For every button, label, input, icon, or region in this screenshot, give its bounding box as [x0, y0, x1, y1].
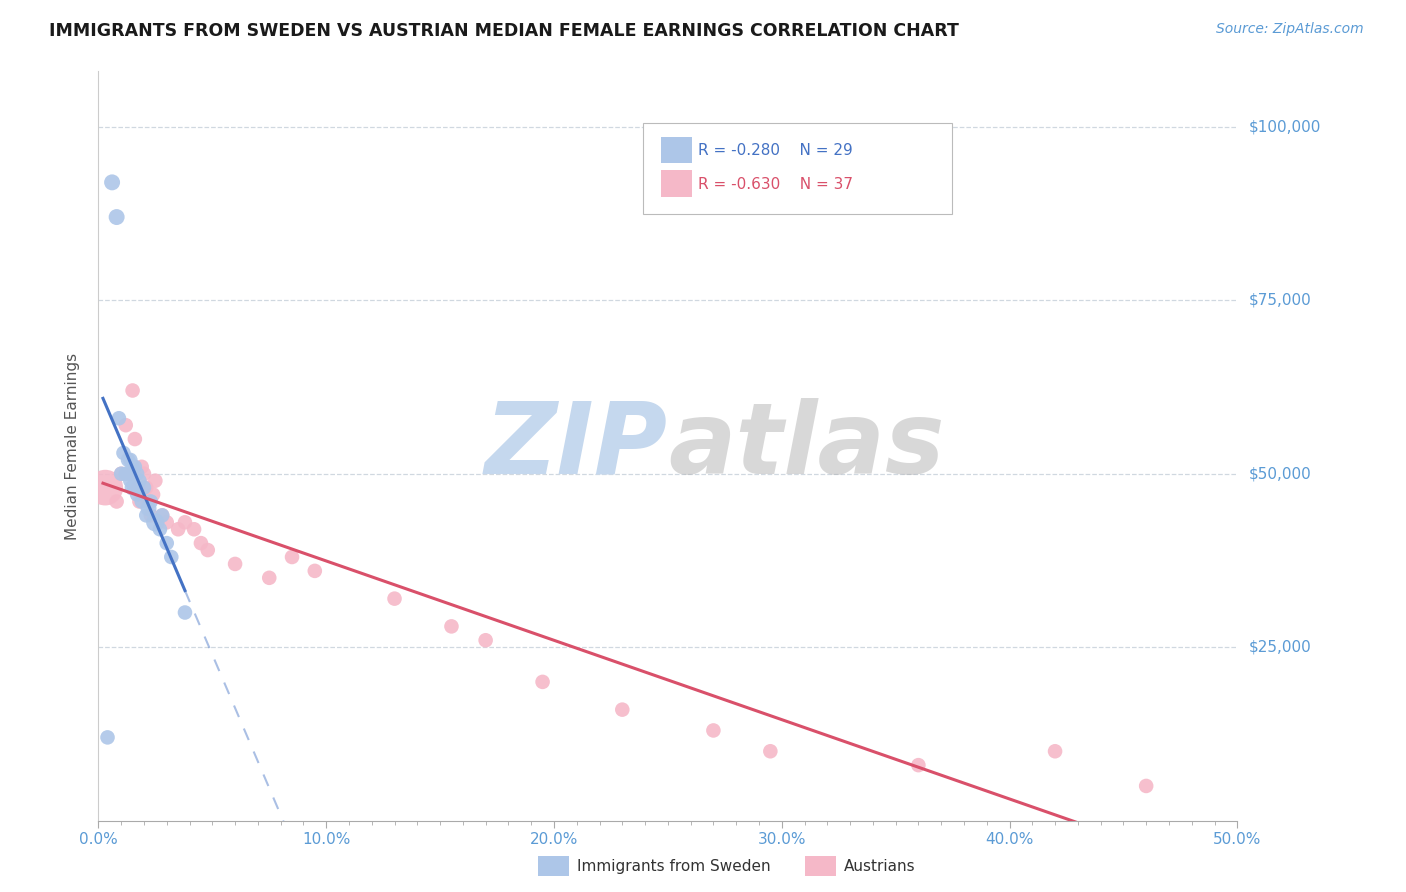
Text: $25,000: $25,000	[1249, 640, 1312, 655]
Point	[114, 418, 136, 433]
Point	[174, 606, 197, 620]
Text: Source: ZipAtlas.com: Source: ZipAtlas.com	[1216, 22, 1364, 37]
Point	[114, 467, 136, 481]
Point	[120, 453, 142, 467]
Point	[124, 432, 146, 446]
Point	[117, 467, 139, 481]
Point	[110, 467, 132, 481]
Point	[149, 522, 172, 536]
Point	[531, 674, 554, 689]
Point	[612, 703, 634, 717]
Text: ZIP: ZIP	[485, 398, 668, 494]
Point	[139, 508, 162, 523]
Point	[127, 481, 149, 495]
Point	[1135, 779, 1157, 793]
Point	[121, 481, 143, 495]
Point	[124, 481, 146, 495]
Point	[145, 474, 167, 488]
Point	[124, 459, 146, 474]
Point	[150, 508, 173, 523]
Point	[105, 210, 128, 224]
Y-axis label: Median Female Earnings: Median Female Earnings	[65, 352, 80, 540]
Point	[135, 508, 157, 523]
Point	[110, 467, 132, 481]
Point	[132, 467, 155, 481]
Point	[145, 516, 167, 530]
Point	[131, 494, 153, 508]
Text: $100,000: $100,000	[1249, 120, 1320, 135]
Point	[259, 571, 281, 585]
Point	[167, 522, 190, 536]
Point	[384, 591, 406, 606]
Point	[304, 564, 326, 578]
Point	[101, 175, 124, 189]
Point	[702, 723, 724, 738]
Point	[142, 487, 165, 501]
Point	[183, 522, 205, 536]
Text: Austrians: Austrians	[844, 859, 915, 873]
Point	[96, 731, 118, 745]
Point	[108, 411, 131, 425]
Point	[281, 549, 304, 564]
Point	[156, 516, 179, 530]
Point	[224, 557, 246, 571]
Point	[120, 474, 142, 488]
Point	[150, 508, 173, 523]
Point	[128, 474, 150, 488]
Point	[138, 501, 160, 516]
Point	[105, 494, 128, 508]
Point	[128, 494, 150, 508]
Point	[117, 453, 139, 467]
Point	[197, 543, 219, 558]
Point	[138, 494, 160, 508]
Text: IMMIGRANTS FROM SWEDEN VS AUSTRIAN MEDIAN FEMALE EARNINGS CORRELATION CHART: IMMIGRANTS FROM SWEDEN VS AUSTRIAN MEDIA…	[49, 22, 959, 40]
Point	[131, 459, 153, 474]
Point	[121, 459, 143, 474]
Point	[121, 384, 143, 398]
Point	[174, 516, 197, 530]
Text: R = -0.280    N = 29: R = -0.280 N = 29	[697, 144, 852, 159]
Text: R = -0.630    N = 37: R = -0.630 N = 37	[697, 178, 852, 193]
Point	[759, 744, 782, 758]
Text: $50,000: $50,000	[1249, 467, 1312, 482]
Point	[127, 467, 149, 481]
Point	[112, 446, 135, 460]
Point	[907, 758, 929, 772]
Point	[160, 549, 183, 564]
Point	[190, 536, 212, 550]
Point	[94, 481, 117, 495]
Text: atlas: atlas	[668, 398, 945, 494]
Point	[120, 467, 142, 481]
Point	[474, 633, 496, 648]
Point	[440, 619, 463, 633]
Point	[1043, 744, 1066, 758]
Point	[127, 487, 149, 501]
Point	[156, 536, 179, 550]
Text: Immigrants from Sweden: Immigrants from Sweden	[578, 859, 770, 873]
Point	[135, 481, 157, 495]
Text: $75,000: $75,000	[1249, 293, 1312, 308]
Point	[139, 494, 162, 508]
Point	[132, 481, 155, 495]
